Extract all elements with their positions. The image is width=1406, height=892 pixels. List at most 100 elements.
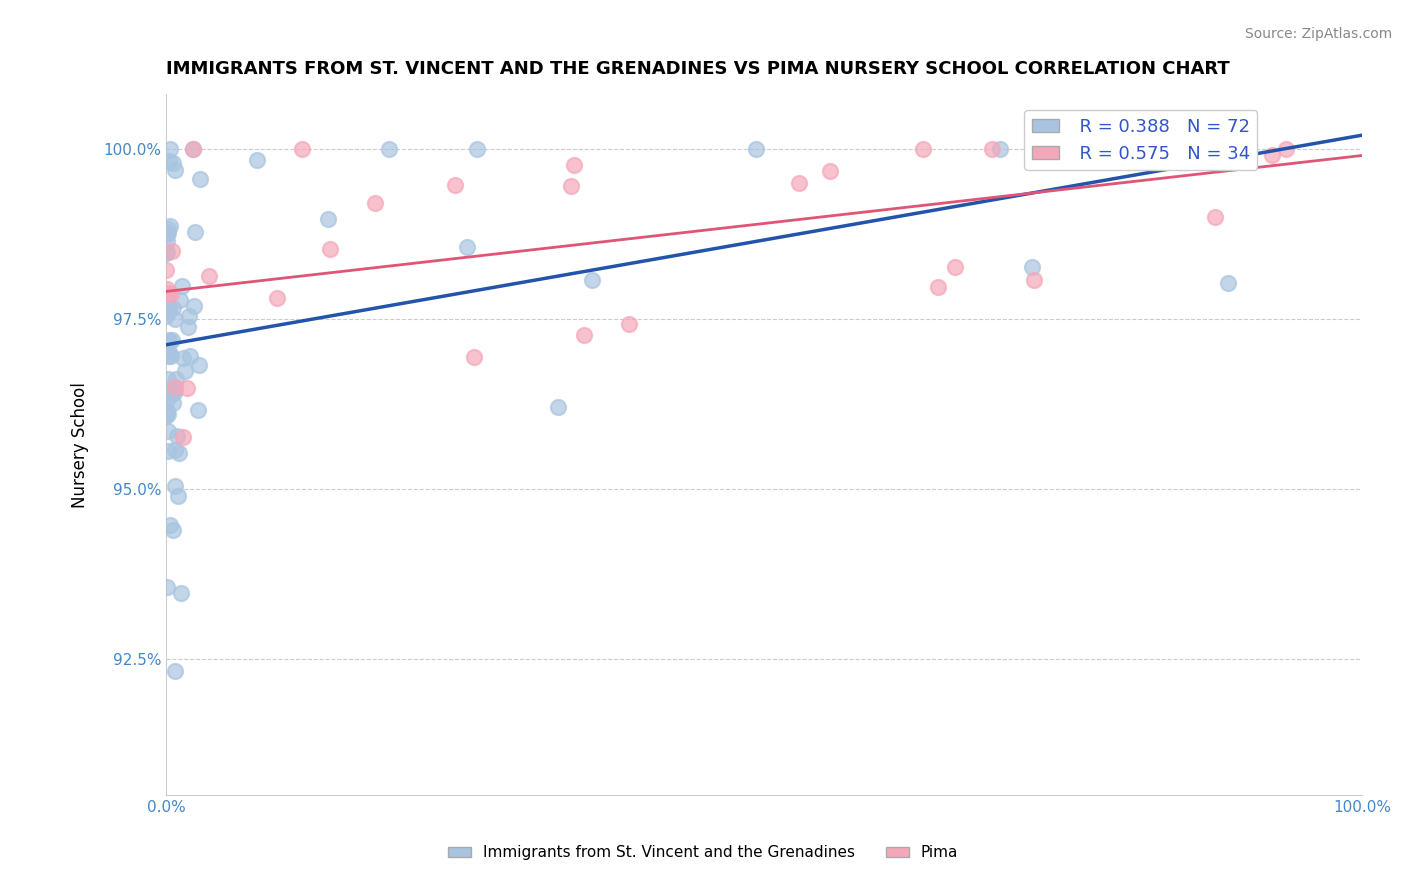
- Point: [166, 490, 188, 504]
- Point: [1261, 148, 1284, 162]
- Point: [187, 403, 209, 417]
- Point: [155, 409, 177, 423]
- Point: [159, 333, 181, 347]
- Point: [188, 172, 211, 186]
- Point: [155, 404, 177, 418]
- Point: [162, 395, 184, 409]
- Point: [378, 142, 401, 156]
- Point: [162, 156, 184, 170]
- Point: [174, 364, 197, 378]
- Point: [912, 142, 935, 156]
- Point: [246, 153, 269, 168]
- Point: [160, 244, 183, 258]
- Point: [198, 269, 221, 284]
- Point: [163, 382, 186, 396]
- Point: [155, 246, 177, 260]
- Point: [156, 227, 179, 241]
- Point: [181, 142, 204, 156]
- Point: [170, 279, 193, 293]
- Point: [159, 518, 181, 533]
- Point: [789, 176, 811, 190]
- Point: [363, 196, 385, 211]
- Point: [157, 344, 180, 359]
- Point: [156, 305, 179, 319]
- Point: [163, 442, 186, 457]
- Point: [157, 285, 180, 300]
- Point: [188, 358, 211, 372]
- Point: [162, 524, 184, 538]
- Point: [167, 445, 190, 459]
- Point: [163, 479, 186, 493]
- Point: [156, 393, 179, 408]
- Point: [162, 386, 184, 401]
- Point: [156, 443, 179, 458]
- Point: [1021, 260, 1043, 275]
- Point: [1204, 210, 1226, 224]
- Point: [156, 301, 179, 315]
- Point: [165, 372, 187, 386]
- Point: [176, 319, 198, 334]
- Point: [179, 349, 201, 363]
- Point: [981, 142, 1004, 156]
- Text: Source: ZipAtlas.com: Source: ZipAtlas.com: [1244, 27, 1392, 41]
- Point: [156, 425, 179, 439]
- Point: [159, 219, 181, 233]
- Text: IMMIGRANTS FROM ST. VINCENT AND THE GRENADINES VS PIMA NURSERY SCHOOL CORRELATIO: IMMIGRANTS FROM ST. VINCENT AND THE GREN…: [166, 60, 1230, 78]
- Point: [1024, 273, 1046, 287]
- Point: [547, 400, 569, 414]
- Point: [1275, 142, 1298, 156]
- Point: [465, 142, 488, 156]
- Point: [157, 349, 180, 363]
- Point: [169, 293, 191, 307]
- Point: [157, 153, 180, 168]
- Point: [581, 272, 603, 286]
- Point: [562, 158, 585, 172]
- Point: [156, 226, 179, 240]
- Point: [159, 301, 181, 315]
- Point: [160, 384, 183, 399]
- Point: [156, 581, 179, 595]
- Point: [156, 234, 179, 248]
- Point: [156, 244, 179, 259]
- Point: [1049, 146, 1071, 161]
- Point: [155, 263, 177, 277]
- Point: [560, 178, 582, 193]
- Point: [157, 372, 180, 386]
- Point: [316, 212, 339, 227]
- Legend:   R = 0.388   N = 72,   R = 0.575   N = 34: R = 0.388 N = 72, R = 0.575 N = 34: [1025, 111, 1257, 170]
- Point: [162, 301, 184, 315]
- Point: [927, 279, 949, 293]
- Point: [456, 240, 478, 254]
- Point: [1227, 142, 1250, 156]
- Point: [166, 429, 188, 443]
- Point: [291, 142, 314, 156]
- Point: [463, 350, 485, 364]
- Point: [159, 142, 181, 156]
- Point: [1132, 153, 1154, 167]
- Point: [177, 309, 200, 323]
- Point: [156, 282, 179, 296]
- Point: [163, 312, 186, 326]
- Point: [157, 334, 180, 349]
- Point: [943, 260, 966, 275]
- Point: [744, 142, 766, 156]
- Point: [1232, 155, 1254, 169]
- Point: [155, 310, 177, 324]
- Point: [160, 333, 183, 347]
- Point: [159, 381, 181, 395]
- Point: [160, 287, 183, 301]
- Point: [266, 292, 288, 306]
- Point: [176, 381, 198, 395]
- Point: [172, 430, 194, 444]
- Point: [163, 163, 186, 178]
- Point: [160, 349, 183, 363]
- Point: [988, 142, 1011, 156]
- Point: [184, 225, 207, 239]
- Point: [181, 142, 204, 156]
- Point: [617, 317, 640, 331]
- Point: [163, 665, 186, 679]
- Point: [157, 222, 180, 236]
- Point: [1218, 276, 1240, 290]
- Point: [444, 178, 467, 193]
- Point: [818, 163, 841, 178]
